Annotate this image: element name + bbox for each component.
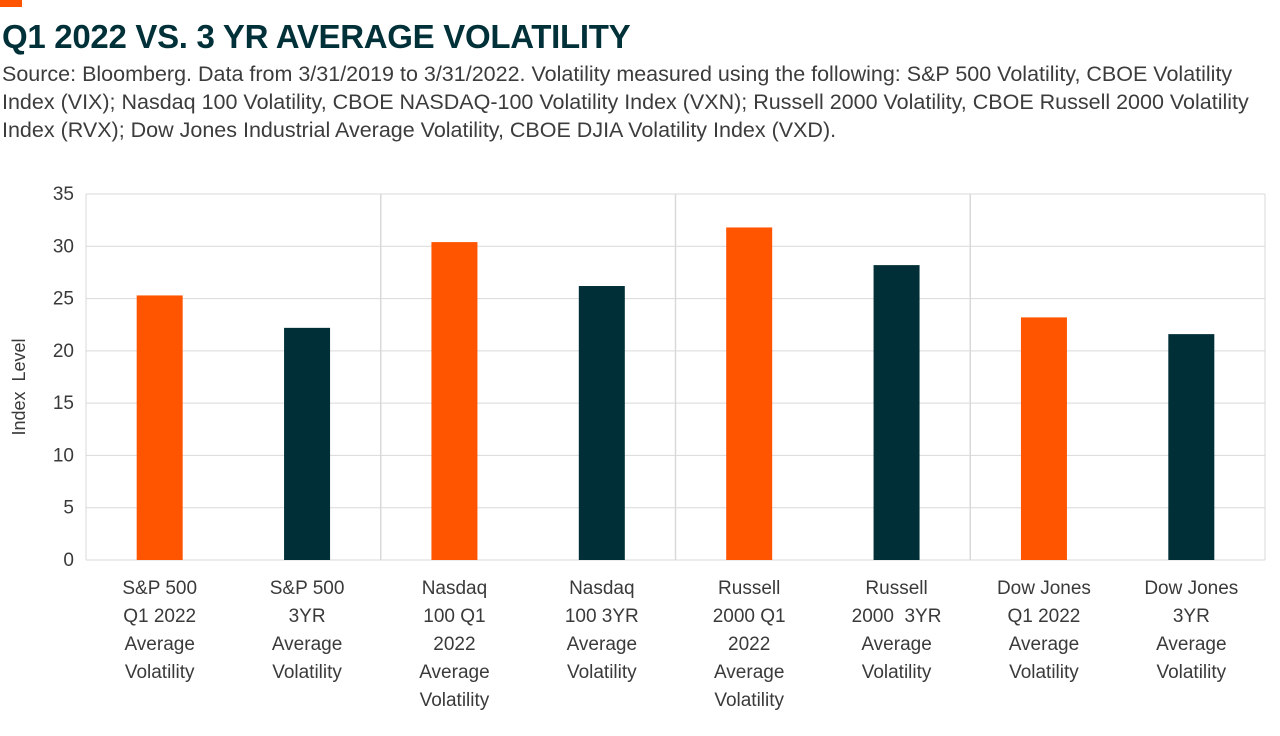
x-category-label: Russell 2000 Q1 2022 Average Volatility bbox=[713, 578, 786, 711]
x-category-label-line: Average bbox=[861, 634, 931, 655]
x-category-label: S&P 500 3YR Average Volatility bbox=[270, 578, 345, 683]
x-category-label: Russell 2000 3YR Average Volatility bbox=[852, 578, 942, 683]
x-category-label-line: S&P 500 bbox=[270, 578, 345, 599]
bar-7 bbox=[1020, 317, 1067, 560]
bar-6 bbox=[873, 265, 920, 560]
x-category-label-line: Average bbox=[1156, 634, 1226, 655]
x-category-label-line: 2022 bbox=[433, 634, 475, 655]
x-category-label-line: Volatility bbox=[125, 662, 195, 683]
y-tick-label: 35 bbox=[53, 184, 74, 205]
x-category-label-line: Average bbox=[567, 634, 637, 655]
x-category-label-line: 100 Q1 bbox=[423, 606, 485, 627]
x-category-label-line: Volatility bbox=[1009, 662, 1079, 683]
x-category-label-line: Average bbox=[124, 634, 194, 655]
x-category-label-line: Average bbox=[419, 662, 489, 683]
x-category-label-line: Volatility bbox=[420, 690, 490, 711]
y-axis-label: Index Level bbox=[9, 338, 29, 435]
chart-subtitle: Source: Bloomberg. Data from 3/31/2019 t… bbox=[2, 62, 1249, 142]
y-tick-label: 5 bbox=[63, 498, 74, 519]
x-category-label-line: 2000 3YR bbox=[852, 606, 942, 627]
x-category-label-line: 2022 bbox=[728, 634, 770, 655]
x-category-label-line: Russell bbox=[718, 578, 780, 599]
x-category-label-line: 2000 Q1 bbox=[713, 606, 786, 627]
bar-chart: 0 5 10 15 20 25 30 35 S&P 500 Q1 2022 Average Volat… bbox=[9, 184, 1266, 711]
bar-8 bbox=[1168, 334, 1215, 560]
x-category-label-line: Nasdaq bbox=[569, 578, 635, 599]
accent-bar bbox=[0, 0, 22, 7]
x-category-label-line: 3YR bbox=[1173, 606, 1210, 627]
y-tick-label: 0 bbox=[63, 550, 74, 571]
bar-3 bbox=[431, 242, 478, 561]
x-category-label-line: Dow Jones bbox=[997, 578, 1091, 599]
x-category-label-line: Average bbox=[1009, 634, 1079, 655]
y-tick-label: 20 bbox=[53, 341, 74, 362]
bar-5 bbox=[726, 227, 773, 560]
x-category-label-line: Volatility bbox=[567, 662, 637, 683]
x-category-label-line: 100 3YR bbox=[565, 606, 639, 627]
x-category-label-line: Average bbox=[714, 662, 784, 683]
x-category-label-line: Q1 2022 bbox=[1007, 606, 1080, 627]
x-category-label: Dow Jones Q1 2022 Average Volatility bbox=[997, 578, 1091, 683]
x-category-label-line: Nasdaq bbox=[422, 578, 488, 599]
x-category-label-line: Volatility bbox=[862, 662, 932, 683]
bar-1 bbox=[136, 295, 183, 560]
x-category-label: Dow Jones 3YR Average Volatility bbox=[1144, 578, 1238, 683]
x-category-label: Nasdaq 100 3YR Average Volatility bbox=[565, 578, 639, 683]
bar-2 bbox=[284, 327, 331, 560]
y-tick-label: 15 bbox=[53, 393, 74, 414]
x-category-label-line: Average bbox=[272, 634, 342, 655]
x-category-label-line: Volatility bbox=[714, 690, 784, 711]
x-category-label: Nasdaq 100 Q1 2022 Average Volatility bbox=[419, 578, 490, 711]
y-tick-label: 30 bbox=[53, 236, 74, 257]
chart-title: Q1 2022 VS. 3 YR AVERAGE VOLATILITY bbox=[2, 18, 631, 55]
x-category-label-line: Volatility bbox=[272, 662, 342, 683]
x-category-label-line: Russell bbox=[865, 578, 927, 599]
x-category-label-line: Dow Jones bbox=[1144, 578, 1238, 599]
y-tick-label: 10 bbox=[53, 445, 74, 466]
y-tick-label: 25 bbox=[53, 289, 74, 310]
x-category-label-line: 3YR bbox=[289, 606, 326, 627]
x-category-label-line: Volatility bbox=[1156, 662, 1226, 683]
x-category-label-line: S&P 500 bbox=[122, 578, 197, 599]
x-category-label: S&P 500 Q1 2022 Average Volatility bbox=[122, 578, 197, 683]
bar-4 bbox=[578, 286, 625, 560]
x-category-label-line: Q1 2022 bbox=[123, 606, 196, 627]
